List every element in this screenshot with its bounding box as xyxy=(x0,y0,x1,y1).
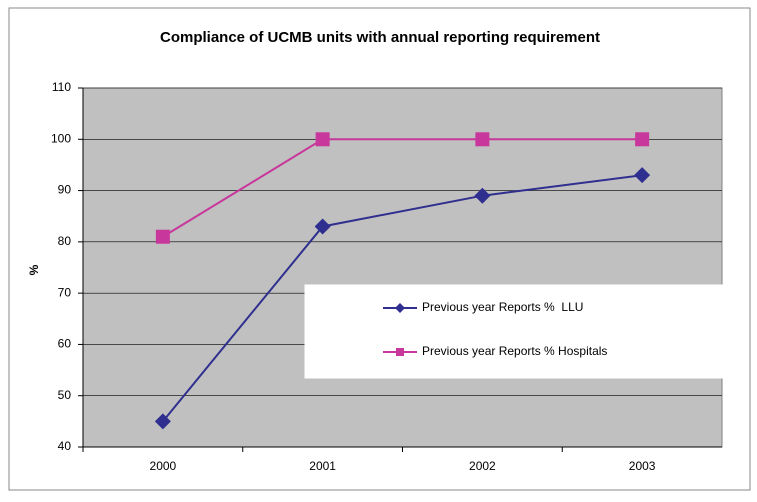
chart-title: Compliance of UCMB units with annual rep… xyxy=(160,29,600,46)
y-axis-label: % xyxy=(27,264,41,275)
y-tick-label: 70 xyxy=(58,285,72,299)
x-tick-label: 2002 xyxy=(469,459,496,473)
marker xyxy=(634,167,651,184)
legend-box xyxy=(304,284,726,379)
y-tick-label: 100 xyxy=(51,131,71,145)
series-line xyxy=(162,138,643,238)
marker xyxy=(154,413,171,430)
y-tick-label: 90 xyxy=(58,183,72,197)
y-tick-label: 60 xyxy=(58,337,72,351)
marker xyxy=(475,132,490,147)
legend-label: Previous year Reports % LLU xyxy=(422,300,583,314)
marker xyxy=(635,132,650,147)
series-line xyxy=(162,174,643,422)
marker xyxy=(314,218,331,235)
marker xyxy=(395,303,405,313)
x-tick-label: 2000 xyxy=(150,459,177,473)
plot-area xyxy=(82,87,723,448)
y-tick-label: 40 xyxy=(58,439,72,453)
marker xyxy=(474,187,491,204)
y-tick-label: 80 xyxy=(58,234,72,248)
y-tick-label: 50 xyxy=(58,388,72,402)
legend-label: Previous year Reports % Hospitals xyxy=(422,344,607,358)
x-tick-label: 2003 xyxy=(629,459,656,473)
y-tick-label: 110 xyxy=(52,80,71,94)
marker xyxy=(396,348,404,356)
marker xyxy=(315,132,330,147)
marker xyxy=(155,229,170,244)
x-tick-label: 2001 xyxy=(309,459,336,473)
